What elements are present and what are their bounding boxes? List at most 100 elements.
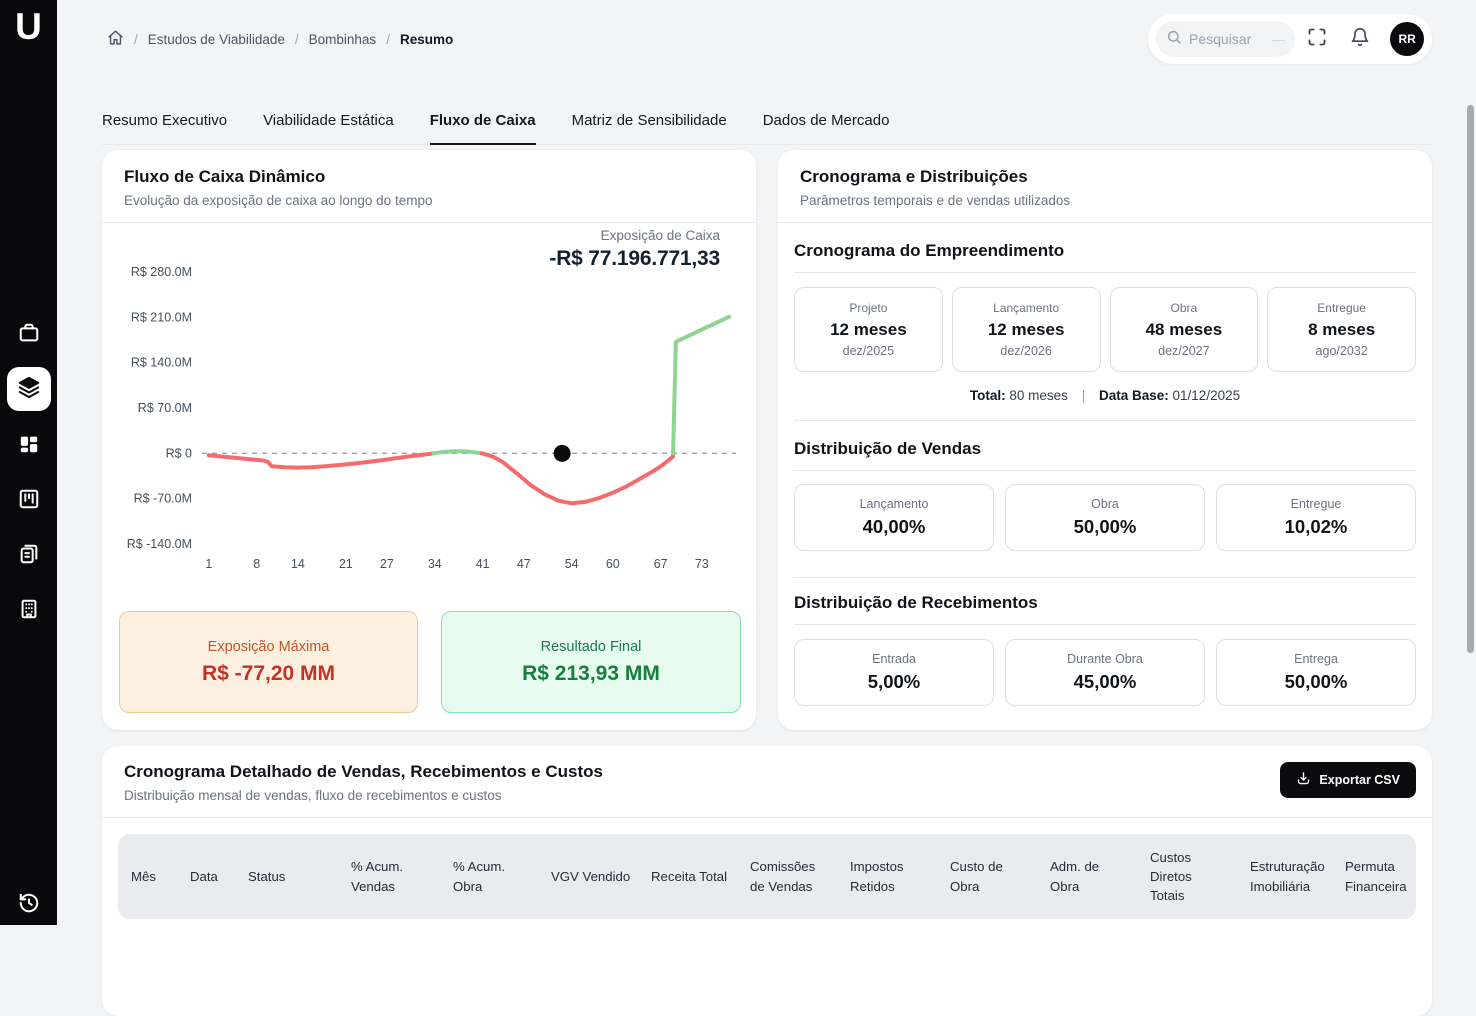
tab-viabilidade-estatica[interactable]: Viabilidade Estática [263,112,394,129]
fullscreen-icon [1307,27,1327,52]
recebimentos-entrada: Entrada 5,00% [794,639,994,706]
pct-value: 50,00% [1284,671,1348,692]
column-header-acum-obra: % Acum. Obra [453,859,506,894]
svg-text:R$ -140.0M: R$ -140.0M [127,537,192,551]
svg-text:54: 54 [565,557,579,571]
sidebar-item-dashboard[interactable] [0,433,57,460]
tab-fluxo-de-caixa[interactable]: Fluxo de Caixa [429,106,536,145]
total-value: 80 meses [1009,388,1068,403]
exposure-metric-label: Exposição de Caixa [600,228,720,243]
sidebar-item-briefcase[interactable] [0,322,57,349]
column-header-adm-obra: Adm. de Obra [1050,859,1100,894]
column-header-custos-diretos: Custos Diretos Totais [1150,849,1192,904]
recebimentos-durante-obra: Durante Obra 45,00% [1005,639,1205,706]
fullscreen-button[interactable] [1295,27,1339,52]
cashflow-chart[interactable]: R$ 280.0M R$ 210.0M R$ 140.0M R$ 70.0M R$ 0 R… [118,258,746,576]
breadcrumb: / Estudos de Viabilidade / Bombinhas / R… [107,29,453,49]
detail-table-card: Cronograma Detalhado de Vendas, Recebime… [102,746,1432,1016]
svg-text:8: 8 [253,557,260,571]
divider [794,577,1416,578]
sidebar-item-documents[interactable] [0,543,57,570]
final-result-label: Resultado Final [540,638,642,655]
final-result-stat: Resultado Final R$ 213,93 MM [441,611,741,713]
pct-label: Entregue [1290,497,1342,511]
phase-value: 12 meses [987,320,1065,339]
layers-icon [18,376,40,403]
svg-text:47: 47 [517,557,531,571]
cashflow-card-subtitle: Evolução da exposição de caixa ao longo … [124,193,433,208]
recebimentos-heading: Distribuição de Recebimentos [794,593,1416,625]
max-exposure-stat: Exposição Máxima R$ -77,20 MM [119,611,418,713]
svg-text:14: 14 [291,557,305,571]
vendas-lancamento: Lançamento 40,00% [794,484,994,551]
svg-text:R$ 280.0M: R$ 280.0M [131,265,192,279]
pct-value: 10,02% [1284,516,1348,537]
column-header-impostos: Impostos Retidos [850,859,904,894]
recebimentos-entrega: Entrega 50,00% [1216,639,1416,706]
final-result-value: R$ 213,93 MM [522,661,660,685]
dashboard-icon [18,433,40,460]
breadcrumb-item-resumo: Resumo [399,31,454,47]
pct-label: Durante Obra [1067,652,1143,666]
phase-entregue: Entregue 8 meses ago/2032 [1267,287,1416,372]
kanban-icon [18,488,40,515]
table-card-subtitle: Distribuição mensal de vendas, fluxo de … [124,788,502,803]
vendas-obra: Obra 50,00% [1005,484,1205,551]
total-label: Total: [969,388,1006,403]
tab-dados-mercado[interactable]: Dados de Mercado [762,112,890,129]
sidebar-item-building[interactable] [0,598,57,625]
column-header-mes: Mês [131,868,156,884]
schedule-card: Cronograma e Distribuições Parâmetros te… [778,150,1432,730]
sidebar: U [0,0,57,925]
exposure-metric-value: -R$ 77.196.771,33 [549,247,720,270]
pct-label: Lançamento [859,497,929,511]
breadcrumb-item-estudos[interactable]: Estudos de Viabilidade [147,31,285,47]
avatar[interactable]: RR [1390,22,1425,56]
bell-icon [1350,27,1370,52]
vendas-heading: Distribuição de Vendas [794,439,1416,471]
svg-text:67: 67 [654,557,668,571]
max-exposure-value: R$ -77,20 MM [201,661,336,685]
briefcase-icon [18,322,40,349]
breadcrumb-separator: / [386,31,390,47]
column-header-vgv-vendido: VGV Vendido [551,868,631,884]
phase-grid: Projeto 12 meses dez/2025 Lançamento 12 … [794,287,1416,372]
column-header-comissoes: Comissões de Vendas [750,859,816,894]
search-input[interactable] [1189,31,1261,47]
phase-date: dez/2026 [1000,344,1052,358]
divider [794,420,1416,421]
svg-text:1: 1 [205,557,212,571]
vertical-scrollbar[interactable] [1467,105,1474,653]
documents-icon [18,543,40,570]
export-csv-button[interactable]: Exportar CSV [1280,762,1416,798]
breadcrumb-separator: / [294,31,299,47]
sidebar-item-kanban[interactable] [0,488,57,515]
svg-text:R$ 0: R$ 0 [166,446,192,460]
download-icon [1296,771,1311,789]
app-logo: U [15,6,42,47]
phase-label: Entregue [1317,301,1366,315]
phase-lancamento: Lançamento 12 meses dez/2026 [951,287,1101,372]
phase-label: Obra [1170,301,1198,315]
table-header-row: Mês Data Status % Acum. Vendas % Acum. O… [118,834,1416,919]
pct-label: Entrada [872,652,916,666]
sidebar-item-studies[interactable] [7,367,51,411]
tab-matriz-sensibilidade[interactable]: Matriz de Sensibilidade [571,112,727,129]
home-icon[interactable] [107,29,124,49]
schedule-card-subtitle: Parâmetros temporais e de vendas utiliza… [800,193,1071,208]
search-box[interactable]: — [1156,21,1296,57]
pct-label: Obra [1091,497,1119,511]
phase-label: Lançamento [993,301,1060,315]
tab-resumo-executivo[interactable]: Resumo Executivo [102,112,228,129]
pct-label: Entrega [1294,652,1338,666]
notifications-button[interactable] [1339,27,1383,52]
recebimentos-grid: Entrada 5,00% Durante Obra 45,00% Entreg… [794,639,1416,706]
database-label: Data Base: [1098,388,1169,403]
svg-text:21: 21 [339,557,353,571]
sidebar-item-history[interactable] [0,892,57,919]
phase-date: dez/2027 [1158,344,1210,358]
breadcrumb-item-bombinhas[interactable]: Bombinhas [308,31,377,47]
phase-projeto: Projeto 12 meses dez/2025 [794,287,943,372]
phase-label: Projeto [849,301,888,315]
svg-text:R$ 140.0M: R$ 140.0M [131,356,192,370]
